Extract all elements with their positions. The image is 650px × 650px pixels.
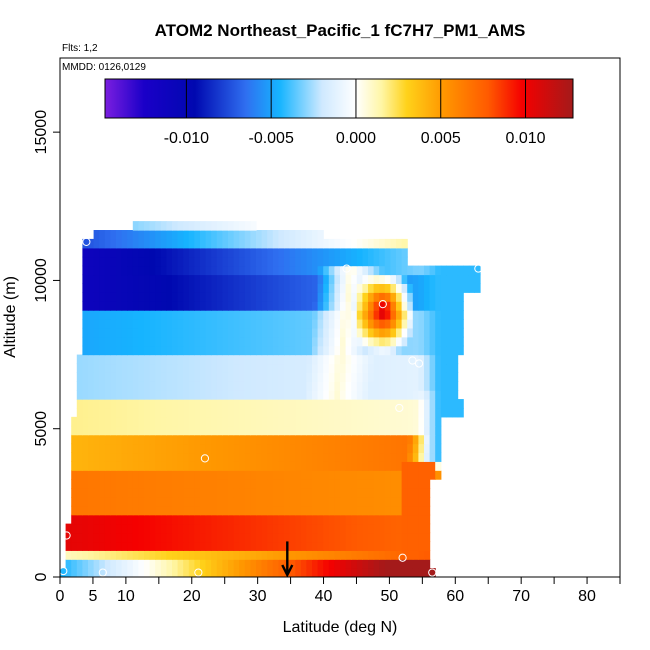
sample-point [342,264,351,273]
dates-note: MMDD: 0126,0129 [62,62,146,73]
colorbar-tick-label: -0.005 [248,130,293,147]
x-tick-label: 30 [249,588,267,605]
sample-point [474,264,483,273]
colorbar-tick-label: 0.000 [336,130,376,147]
colorbar-tick-label: -0.010 [164,130,209,147]
sample-point [98,568,107,577]
colorbar-gradient [104,78,574,119]
arrow-head [281,564,294,578]
colorbar: -0.010 -0.005 0.000 0.005 0.010 [104,78,574,147]
x-axis-label: Latitude (deg N) [283,619,398,636]
x-tick-label: 0 [56,588,65,605]
sample-point [200,454,210,463]
x-tick-label: 60 [446,588,464,605]
x-tick-label: 50 [381,588,399,605]
heatmap-field [60,221,481,577]
sample-point [395,403,404,413]
flights-note: Flts: 1,2 [62,43,98,54]
sample-points [59,237,483,577]
colorbar-tick-label: 0.010 [505,130,545,147]
sample-point [414,359,424,368]
sample-point [408,356,417,365]
sample-point [398,553,407,562]
y-tick-label: 5000 [33,411,50,447]
y-axis-label: Altitude (m) [2,276,19,358]
latitude-arrow-marker [281,541,294,578]
y-tick-label: 0 [33,572,50,581]
x-tick-label: 40 [315,588,333,605]
chart-title: ATOM2 Northeast_Pacific_1 fC7H7_PM1_AMS [155,21,526,40]
y-tick-label: 15000 [33,110,50,155]
sample-point [62,531,71,540]
colorbar-tick-label: 0.005 [421,130,461,147]
sample-point [194,568,203,577]
x-tick-label: 80 [578,588,596,605]
x-tick-label: 5 [88,588,97,605]
sample-point [378,300,387,309]
x-axis: 0 5 10 20 30 40 50 60 70 80 [56,577,621,605]
sample-point [82,237,91,246]
y-tick-label: 10000 [33,258,50,303]
x-tick-label: 20 [183,588,201,605]
x-tick-label: 10 [117,588,135,605]
plot-frame [59,57,621,578]
sample-point [428,568,437,577]
y-axis: 0 5000 10000 15000 [33,110,60,581]
x-tick-label: 70 [512,588,530,605]
